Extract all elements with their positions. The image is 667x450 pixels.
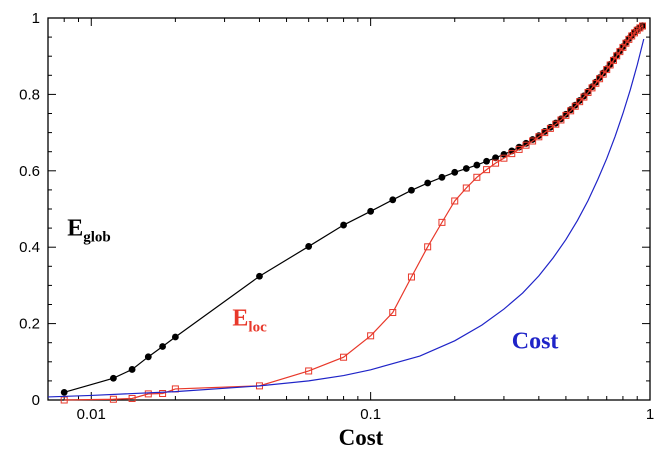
data-point	[60, 396, 68, 404]
data-point	[571, 102, 579, 110]
data-point	[408, 186, 415, 194]
y-tick-label: 0.2	[19, 316, 40, 333]
data-point	[367, 207, 375, 215]
series-label: Cost	[512, 328, 559, 354]
data-point	[546, 124, 554, 132]
y-axis: 0 0.2 0.4 0.6 0.8 1	[19, 10, 650, 409]
data-point	[492, 154, 499, 162]
data-point	[588, 84, 596, 92]
data-point	[438, 173, 446, 181]
plot-frame	[47, 17, 651, 401]
data-point	[584, 88, 592, 96]
data-point	[576, 98, 584, 106]
data-point	[580, 93, 588, 101]
data-point	[557, 116, 565, 124]
data-point	[451, 168, 459, 176]
data-point	[462, 184, 470, 192]
data-point	[596, 75, 604, 83]
data-point	[451, 197, 459, 205]
data-point	[638, 22, 646, 30]
data-point	[541, 129, 549, 137]
x-tick-label: 0.01	[77, 406, 106, 423]
data-point	[500, 154, 508, 162]
y-tick-label: 1	[32, 10, 40, 27]
series-label: Eloc	[232, 306, 267, 336]
y-tick-label: 0.8	[19, 86, 40, 103]
series-layer	[47, 22, 646, 404]
data-point	[508, 150, 516, 158]
data-point	[367, 332, 375, 340]
series-label-subscript: glob	[83, 230, 111, 246]
data-point	[473, 173, 481, 181]
data-point	[109, 374, 117, 382]
data-point	[256, 272, 263, 280]
data-point	[552, 120, 560, 128]
data-point	[305, 243, 313, 250]
data-point	[128, 394, 136, 402]
data-point	[340, 221, 347, 229]
data-point	[305, 367, 313, 375]
data-point	[144, 353, 152, 361]
series-label-text: E	[232, 306, 248, 332]
data-point	[567, 107, 575, 115]
x-axis-title: Cost	[339, 425, 384, 450]
series-label-text: E	[67, 216, 83, 242]
data-point	[128, 366, 136, 373]
series-label-subscript: loc	[248, 320, 267, 336]
x-axis: 0.01 0.1 1	[47, 18, 654, 423]
data-point	[438, 218, 446, 226]
y-tick-label: 0.6	[19, 163, 40, 180]
x-tick-label: 0.1	[360, 406, 381, 423]
data-point	[340, 353, 348, 361]
data-point	[171, 333, 179, 341]
data-point	[159, 390, 167, 398]
data-point	[424, 179, 432, 187]
x-tick-label: 1	[646, 406, 654, 423]
data-point	[522, 139, 530, 147]
data-point	[60, 388, 68, 396]
data-point	[529, 137, 537, 145]
series-label-text: Cost	[512, 328, 559, 354]
y-tick-label: 0.4	[19, 239, 40, 256]
data-point	[389, 309, 397, 317]
data-point	[407, 273, 415, 281]
data-point	[599, 70, 607, 78]
series-cost	[47, 38, 645, 398]
data-point	[492, 159, 500, 167]
data-point	[562, 111, 570, 119]
data-point	[144, 390, 152, 398]
data-point	[473, 161, 481, 169]
data-point	[483, 157, 490, 165]
series-label: Eglob	[67, 216, 111, 246]
data-point	[500, 150, 508, 158]
data-point	[424, 243, 432, 251]
series-eloc	[60, 22, 646, 404]
data-point	[535, 133, 543, 141]
data-point	[109, 395, 117, 403]
data-point	[592, 79, 600, 87]
data-point	[389, 196, 397, 204]
data-point	[522, 141, 530, 149]
data-point	[483, 166, 491, 174]
data-point	[515, 145, 523, 153]
data-point	[159, 343, 166, 350]
data-point	[462, 165, 470, 172]
y-tick-label: 0	[32, 392, 40, 409]
series-line	[47, 38, 645, 398]
